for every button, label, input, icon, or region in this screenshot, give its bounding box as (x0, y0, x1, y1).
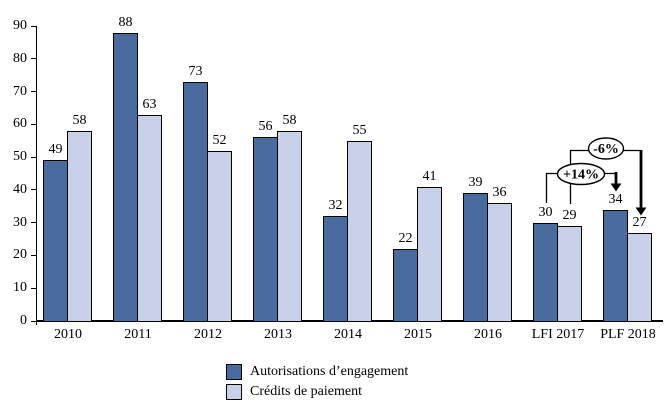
annotation-minus6-bubble (587, 137, 625, 160)
bar-value-label: 55 (352, 122, 367, 138)
bar-2011-s1 (137, 114, 162, 322)
bar-2013-s0 (253, 137, 278, 322)
y-axis-tick (31, 254, 37, 256)
x-category-label: 2016 (474, 327, 502, 342)
bar-value-label: 32 (328, 198, 343, 214)
legend-item-autorisations: Autorisations d’engagement (226, 363, 408, 380)
bar-value-label: 29 (562, 207, 577, 223)
legend-item-credits: Crédits de paiement (226, 383, 408, 400)
x-category-label: 2014 (334, 327, 362, 342)
bar-value-label: 88 (118, 14, 133, 30)
annotation-plus14-label: +14% (563, 168, 599, 183)
y-axis-tick-label: 60 (13, 116, 27, 132)
bar-value-label: 58 (72, 112, 87, 128)
bar-2014-s1 (347, 140, 372, 322)
annotation-plus14-bubble (556, 162, 606, 186)
x-category-label: PLF 2018 (600, 327, 656, 342)
y-axis-tick (31, 25, 37, 27)
bar-value-label: 58 (282, 112, 297, 128)
y-axis-line (36, 26, 37, 325)
bar-value-label: 73 (188, 63, 203, 79)
bar-value-label: 34 (608, 191, 623, 207)
y-axis-tick-label: 30 (13, 214, 27, 230)
bar-value-label: 36 (492, 185, 507, 200)
y-axis-tick-label: 20 (13, 247, 27, 263)
bar-2015-s1 (417, 186, 442, 322)
y-axis-tick (31, 189, 37, 191)
y-axis-tick-label: 90 (13, 18, 27, 33)
x-category-label: LFI 2017 (531, 327, 585, 342)
bar-2011-s0 (113, 32, 138, 322)
legend-swatch-credits (226, 383, 242, 400)
bar-value-label: 27 (632, 214, 647, 230)
bar-2012-s0 (183, 81, 208, 322)
bar-value-label: 56 (258, 119, 273, 135)
bar-2012-s1 (207, 150, 232, 322)
bar-value-label: 41 (422, 168, 437, 184)
y-axis-tick (31, 320, 37, 322)
legend-label-autorisations: Autorisations d’engagement (250, 364, 409, 379)
bar-plf-2018-s1 (627, 232, 652, 322)
y-axis-tick (31, 222, 37, 224)
y-axis-tick-label: 50 (13, 149, 27, 165)
y-axis-tick-label: 70 (13, 83, 27, 99)
bar-value-label: 49 (48, 142, 63, 158)
y-axis-tick (31, 58, 37, 60)
bar-value-label: 22 (398, 230, 413, 246)
y-axis-tick (31, 123, 37, 125)
bar-value-label: 63 (142, 96, 157, 112)
legend-swatch-autorisations (226, 363, 242, 380)
legend: Autorisations d’engagement Crédits de pa… (226, 363, 408, 403)
y-axis-tick (31, 91, 37, 93)
x-category-label: 2013 (264, 327, 292, 342)
x-category-label: 2012 (194, 327, 222, 342)
y-axis-tick (31, 287, 37, 289)
bar-value-label: 52 (212, 132, 227, 148)
bar-2014-s0 (323, 216, 348, 322)
legend-label-credits: Crédits de paiement (250, 384, 362, 399)
bar-value-label: 30 (538, 204, 553, 220)
y-axis-tick-label: 10 (13, 280, 27, 296)
y-axis-tick (31, 156, 37, 158)
bar-2010-s1 (67, 130, 92, 322)
bar-lfi-2017-s0 (533, 222, 558, 322)
bar-lfi-2017-s1 (557, 225, 582, 322)
x-category-label: 2015 (404, 327, 432, 342)
x-category-label: 2011 (124, 327, 152, 342)
bar-2016-s0 (463, 193, 488, 322)
y-axis-tick-label: 40 (13, 181, 27, 197)
bar-2016-s1 (487, 203, 512, 322)
bar-value-label: 39 (468, 175, 483, 191)
annotation-minus6-label: -6% (593, 142, 619, 157)
bar-2015-s0 (393, 248, 418, 322)
bar-2010-s0 (43, 160, 68, 322)
x-category-label: 2010 (54, 327, 82, 342)
y-axis-tick-label: 80 (13, 50, 27, 66)
bar-2013-s1 (277, 130, 302, 322)
y-axis-tick-label: 0 (20, 313, 27, 328)
